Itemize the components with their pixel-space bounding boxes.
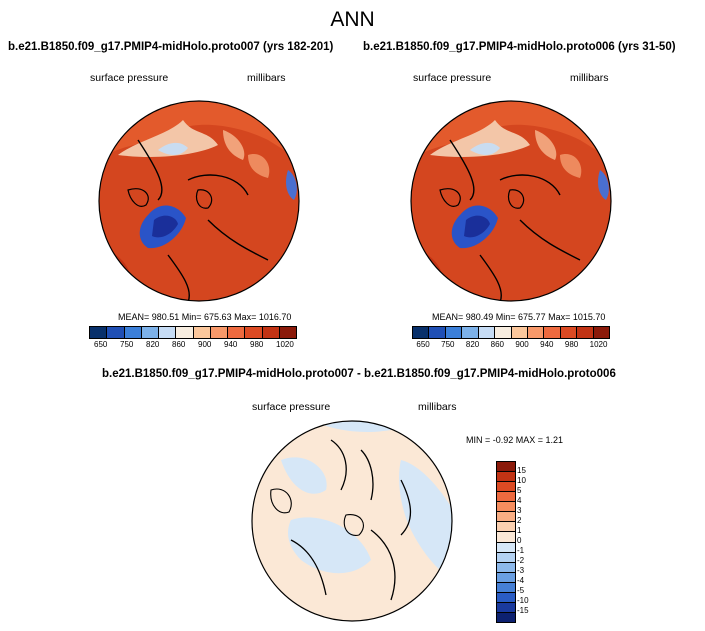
diff-colorbar-swatch (497, 492, 515, 503)
diff-colorbar-swatch (497, 472, 515, 483)
diff-colorbar-tick-label: -3 (517, 566, 525, 575)
panel1-units-label: millibars (247, 72, 286, 84)
colorbar-tick-label: 650 (416, 340, 430, 349)
colorbar-tick-label: 750 (120, 340, 134, 349)
colorbar-tick-label: 980 (564, 340, 579, 349)
colorbar-swatch (495, 327, 512, 338)
colorbar-swatch (193, 327, 211, 338)
diff-colorbar-swatch (497, 502, 515, 513)
diff-colorbar-tick-label: -1 (517, 546, 525, 555)
diff-colorbar-swatch (497, 552, 515, 563)
diff-units-label: millibars (418, 401, 457, 413)
diff-colorbar-swatch (497, 582, 515, 593)
diff-colorbar-tick-label: 4 (517, 496, 522, 505)
diff-colorbar-swatch (497, 482, 515, 493)
colorbar-tick-label: 1020 (276, 340, 294, 349)
diff-polar-map (251, 420, 453, 622)
diff-stats: MIN = -0.92 MAX = 1.21 (466, 435, 564, 445)
colorbar-tick-label: 940 (224, 340, 238, 349)
panel2-units-label: millibars (570, 72, 609, 84)
diff-colorbar-swatch (497, 602, 515, 613)
colorbar-swatch (228, 327, 246, 338)
panel2-stats: MEAN= 980.49 Min= 675.77 Max= 1015.70 (432, 312, 606, 322)
diff-colorbar-tick-label: -15 (517, 606, 529, 615)
colorbar-tick-label: 900 (515, 340, 529, 349)
diff-title: b.e21.B1850.f09_g17.PMIP4-midHolo.proto0… (102, 368, 616, 380)
diff-colorbar-swatch (497, 522, 515, 533)
diff-colorbar-tick-label: -4 (517, 576, 525, 585)
colorbar-swatch (462, 327, 479, 338)
colorbar-tick-label: 650 (94, 340, 108, 349)
diff-colorbar-swatch (497, 612, 515, 622)
diff-colorbar-swatch (497, 572, 515, 583)
colorbar-swatch (577, 327, 594, 338)
diff-colorbar-tick-label: -5 (517, 586, 525, 595)
colorbar-swatch (262, 327, 280, 338)
diff-colorbar-tick-label: 3 (517, 506, 522, 515)
colorbar-tick-label: 820 (146, 340, 160, 349)
diff-colorbar-tick-label: 15 (517, 466, 526, 475)
colorbar-swatch (210, 327, 228, 338)
colorbar-tick-label: 860 (172, 340, 186, 349)
colorbar-tick-label: 820 (465, 340, 480, 349)
colorbar-tick-label: 750 (441, 340, 455, 349)
panel1-case-title: b.e21.B1850.f09_g17.PMIP4-midHolo.proto0… (8, 41, 334, 53)
diff-colorbar-swatch (497, 512, 515, 523)
panel2-polar-map (410, 100, 612, 302)
figure-title: ANN (330, 8, 375, 31)
colorbar-swatch (141, 327, 159, 338)
colorbar-swatch (429, 327, 446, 338)
diff-colorbar-tick-label: 1 (517, 526, 522, 535)
diff-colorbar-swatch (497, 532, 515, 543)
colorbar-swatch (413, 327, 430, 338)
panel2-case-title: b.e21.B1850.f09_g17.PMIP4-midHolo.proto0… (363, 41, 676, 53)
diff-colorbar-tick-label: 5 (517, 486, 522, 495)
diff-colorbar-labels: 15 10 5 4 3 2 1 0 -1 -2 -3 -4 -5 -10 -15 (517, 461, 547, 621)
colorbar-swatch (159, 327, 177, 338)
colorbar-swatch (107, 327, 125, 338)
colorbar-swatch (527, 327, 545, 338)
colorbar-tick-label: 900 (198, 340, 212, 349)
colorbar-swatch (445, 327, 463, 338)
panel2-colorbar-labels: 650 750 820 860 900 940 980 1020 (412, 340, 610, 352)
panel2-variable-label: surface pressure (413, 72, 492, 84)
colorbar-swatch (90, 327, 108, 338)
diff-colorbar-swatch (497, 462, 515, 473)
colorbar-tick-label: 860 (490, 340, 504, 349)
diff-colorbar-tick-label: 10 (517, 476, 526, 485)
diff-colorbar-tick-label: 0 (517, 536, 522, 545)
colorbar-tick-label: 1020 (589, 340, 608, 349)
panel2-colorbar (412, 326, 610, 339)
colorbar-swatch (279, 327, 296, 338)
diff-colorbar-tick-label: -10 (517, 596, 529, 605)
colorbar-swatch (124, 327, 142, 338)
colorbar-swatch (511, 327, 528, 338)
panel1-polar-map (98, 100, 300, 302)
colorbar-swatch (245, 327, 263, 338)
colorbar-tick-label: 940 (540, 340, 554, 349)
panel1-colorbar (89, 326, 297, 339)
panel1-stats: MEAN= 980.51 Min= 675.63 Max= 1016.70 (118, 312, 292, 322)
panel1-colorbar-labels: 650 750 820 860 900 940 980 1020 (89, 340, 297, 352)
diff-colorbar-tick-label: -2 (517, 556, 525, 565)
panel1-variable-label: surface pressure (90, 72, 169, 84)
diff-colorbar-tick-label: 2 (517, 516, 522, 525)
diff-colorbar-swatch (497, 562, 515, 573)
diff-variable-label: surface pressure (252, 401, 331, 413)
colorbar-swatch (544, 327, 561, 338)
colorbar-swatch (478, 327, 496, 338)
diff-colorbar (496, 461, 516, 623)
colorbar-swatch (560, 327, 578, 338)
diff-colorbar-swatch (497, 592, 515, 603)
colorbar-swatch (593, 327, 610, 338)
diff-colorbar-swatch (497, 542, 515, 553)
colorbar-tick-label: 980 (250, 340, 264, 349)
colorbar-swatch (176, 327, 194, 338)
